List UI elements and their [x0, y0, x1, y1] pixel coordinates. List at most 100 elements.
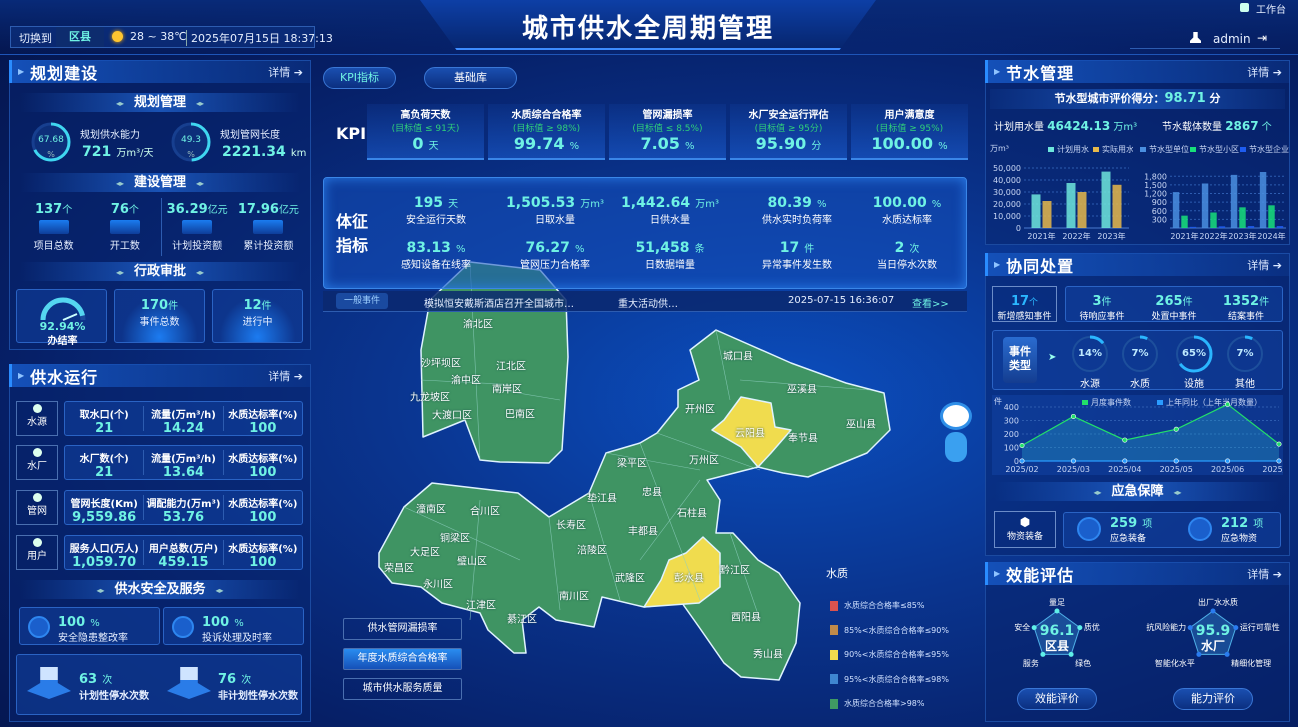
capability-evaluate-button[interactable]: 能力评价	[1173, 688, 1253, 710]
kpi-card[interactable]: 水厂安全运行评估 (目标值 ≥ 95分) 95.90 分	[730, 104, 847, 160]
map-label[interactable]: 忠县	[642, 487, 662, 499]
in-progress-card[interactable]: 12件 进行中	[212, 289, 303, 343]
map-label[interactable]: 南川区	[559, 591, 589, 603]
map-label[interactable]: 涪陵区	[577, 545, 607, 557]
vital-metric[interactable]: 17 件异常事件发生数	[762, 240, 832, 271]
new-event-box[interactable]: 17个 新增感知事件	[992, 286, 1057, 322]
y-tick-label: 300	[1152, 215, 1167, 224]
x-tick-label: 2025/04	[1108, 465, 1141, 474]
water-saving-more-link[interactable]: 详情 ➔	[1247, 65, 1282, 79]
map-label[interactable]: 巫山县	[846, 419, 876, 431]
vital-metric[interactable]: 195 天安全运行天数	[406, 195, 466, 226]
region-switch-button[interactable]: 区县	[56, 27, 104, 47]
workbench-link[interactable]: 工作台	[1256, 5, 1286, 16]
map-label[interactable]: 江津区	[466, 600, 496, 612]
bar	[1112, 184, 1122, 228]
ticker-item[interactable]: 重大活动供…	[618, 299, 678, 310]
planning-more-link[interactable]: 详情 ➔	[268, 65, 303, 79]
map-label[interactable]: 铜梁区	[440, 533, 470, 545]
map-label[interactable]: 万州区	[689, 455, 719, 467]
kpi-card[interactable]: 高负荷天数 (目标值 ≤ 91天) 0 天	[367, 104, 484, 160]
map-label[interactable]: 江北区	[496, 361, 526, 373]
map-label[interactable]: 璧山区	[457, 556, 487, 568]
y-tick-label: 1,500	[1144, 181, 1167, 190]
y-tick-label: 50,000	[993, 164, 1021, 173]
legend-label: 节水型企业	[1249, 144, 1289, 154]
map-label[interactable]: 沙坪坝区	[421, 358, 461, 370]
map-label[interactable]: 云阳县	[735, 428, 765, 440]
map-label[interactable]: 綦江区	[507, 614, 537, 626]
map-label[interactable]: 秀山县	[753, 649, 783, 661]
efficiency-evaluate-button[interactable]: 效能评价	[1017, 688, 1097, 710]
map-label[interactable]: 荣昌区	[384, 563, 414, 575]
event-stat[interactable]: 3件 待响应事件	[1079, 294, 1125, 322]
map-label[interactable]: 南岸区	[492, 384, 522, 396]
map-label[interactable]: 黔江区	[720, 565, 750, 577]
y-tick-label: 20,000	[993, 200, 1021, 209]
map-label[interactable]: 垫江县	[587, 493, 617, 505]
equipment-box[interactable]: ⬢ 物资装备	[994, 511, 1056, 548]
map-label[interactable]: 巴南区	[505, 409, 535, 421]
legend-swatch	[1082, 400, 1088, 405]
tab-kpi[interactable]: KPI指标	[323, 67, 396, 89]
view-more-link[interactable]: 查看>>	[912, 299, 949, 310]
map-label[interactable]: 潼南区	[416, 504, 446, 516]
mascot-panda[interactable]	[938, 402, 974, 464]
map-layer-button[interactable]: 供水管网漏损率	[343, 618, 462, 640]
bar	[1172, 192, 1180, 228]
kpi-card[interactable]: 用户满意度 (目标值 ≥ 95%) 100.00 %	[851, 104, 968, 160]
map-label[interactable]: 渝中区	[451, 375, 481, 387]
efficiency-more-link[interactable]: 详情 ➔	[1247, 567, 1282, 581]
kpi-card[interactable]: 管网漏损率 (目标值 ≤ 8.5%) 7.05 %	[609, 104, 726, 160]
map-label[interactable]: 长寿区	[556, 520, 586, 532]
vital-metric[interactable]: 51,458 条日数据增量	[635, 240, 705, 271]
map-layer-button[interactable]: 年度水质综合合格率	[343, 648, 462, 670]
map-label[interactable]: 丰都县	[628, 526, 658, 538]
map-label[interactable]: 城口县	[723, 351, 753, 363]
cumulative-invest-icon	[253, 220, 284, 234]
ticker-item[interactable]: 模拟恒安戴斯酒店召开全国城市…	[424, 299, 574, 310]
map-label[interactable]: 合川区	[470, 506, 500, 518]
vital-metric[interactable]: 76.27 % 管网压力合格率	[520, 240, 590, 271]
map-label[interactable]: 开州区	[685, 404, 715, 416]
map-label[interactable]: 大足区	[410, 547, 440, 559]
score-row: 节水型城市评价得分：98.71 分	[990, 89, 1285, 109]
vital-metric[interactable]: 83.13 % 感知设备在线率	[401, 240, 471, 271]
supply-capacity-label: 规划供水能力	[80, 130, 140, 141]
data-point	[1225, 401, 1231, 407]
plan-water-chart: 万m³ 计划用水 实际用水 0 10,000 20,000 30,000 40,000 50,0…	[990, 144, 1133, 241]
event-stat[interactable]: 265件 处置中事件	[1151, 294, 1197, 322]
map-label[interactable]: 永川区	[423, 579, 453, 591]
vital-metric[interactable]: 1,442.64 万m³ 日供水量	[621, 195, 719, 226]
y-tick-label: 1,200	[1144, 190, 1167, 199]
total-events-card[interactable]: 170件 事件总数	[114, 289, 205, 343]
map-label[interactable]: 武隆区	[615, 573, 645, 585]
workbench-icon[interactable]	[1240, 3, 1249, 12]
vital-metric[interactable]: 80.39 % 供水实时负荷率	[762, 195, 832, 226]
logout-icon[interactable]: ⇥	[1257, 31, 1268, 45]
map-label[interactable]: 九龙坡区	[410, 392, 450, 404]
document-icon	[172, 616, 194, 638]
map-label[interactable]: 梁平区	[617, 458, 647, 470]
map-label[interactable]: 奉节县	[788, 433, 818, 445]
map-label[interactable]: 巫溪县	[787, 384, 817, 396]
map-label[interactable]: 酉阳县	[731, 612, 761, 624]
map-label[interactable]: 彭水县	[674, 573, 704, 585]
kpi-card[interactable]: 水质综合合格率 (目标值 ≥ 98%) 99.74 %	[488, 104, 605, 160]
collab-more-link[interactable]: 详情 ➔	[1247, 258, 1282, 272]
tab-base-library[interactable]: 基础库	[424, 67, 517, 89]
map-label[interactable]: 石柱县	[677, 508, 707, 520]
username[interactable]: admin	[1213, 32, 1251, 46]
map-label[interactable]: 大渡口区	[432, 410, 472, 422]
supply-more-link[interactable]: 详情 ➔	[268, 369, 303, 383]
map-label[interactable]: 渝北区	[463, 319, 493, 331]
data-point	[1173, 426, 1179, 432]
map-layer-button[interactable]: 城市供水服务质量	[343, 678, 462, 700]
event-stat[interactable]: 1352件 结案事件	[1222, 294, 1270, 322]
vital-metric[interactable]: 100.00 % 水质达标率	[872, 195, 942, 226]
vital-metric[interactable]: 1,505.53 万m³ 日取水量	[506, 195, 604, 226]
vital-metric[interactable]: 2 次当日停水次数	[877, 240, 937, 271]
event-type-label: 水质	[1130, 379, 1150, 390]
